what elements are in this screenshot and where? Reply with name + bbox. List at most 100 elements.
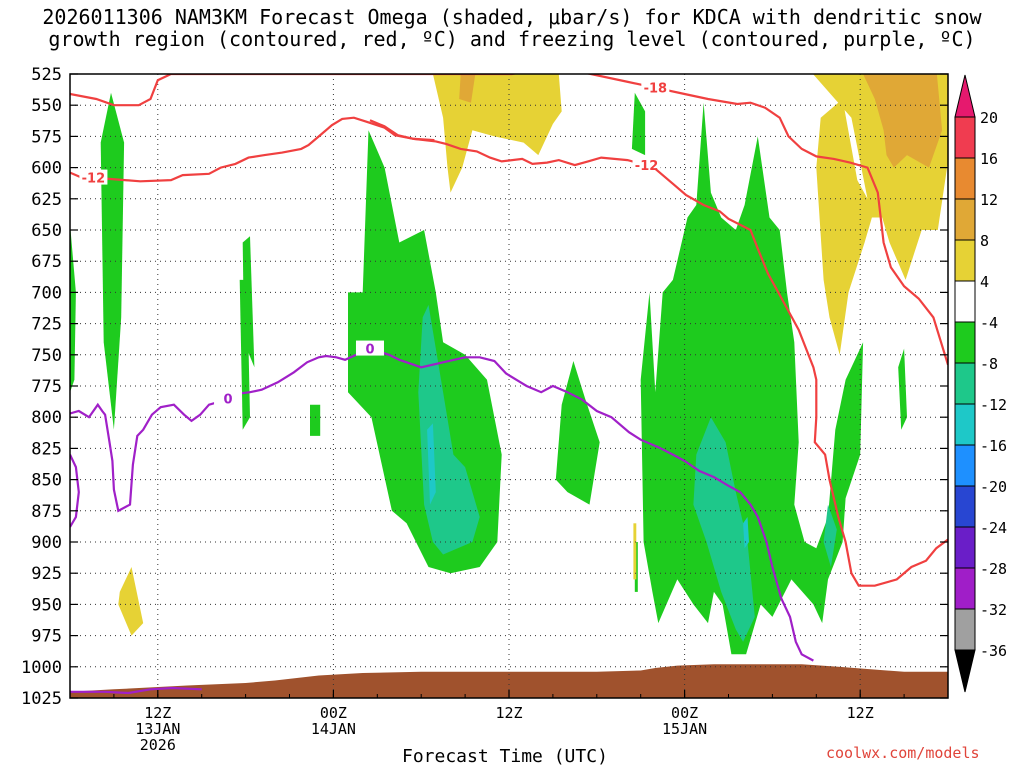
colorbar-tick--20: -20 [980, 478, 1007, 496]
y-tick-label-600: 600 [31, 159, 62, 179]
colorbar-bin-16-20 [954, 116, 976, 159]
y-tick-label-525: 525 [31, 65, 62, 85]
contour-label-bg-dgz-isotherm-minus-18-0 [641, 79, 670, 95]
y-tick-label-625: 625 [31, 190, 62, 210]
colorbar-tick--24: -24 [980, 519, 1007, 537]
colorbar-bin--16--12 [954, 403, 976, 446]
colorbar-tick-12: 12 [980, 191, 998, 209]
y-tick-label-675: 675 [31, 252, 62, 272]
colorbar-tick-8: 8 [980, 232, 989, 250]
y-tick-label-800: 800 [31, 408, 62, 428]
x-tick-label-30-0: 12Z [495, 704, 522, 722]
colorbar-bin--8--4 [954, 321, 976, 364]
region-terrain [70, 664, 948, 698]
colorbar-bin-12-16 [954, 157, 976, 200]
contour-dgz-isotherm-minus-12 [70, 116, 656, 183]
y-tick-label-1000: 1000 [21, 658, 62, 678]
contour-freezing-level-0c-surface [70, 686, 202, 695]
title-line-1: 2026011306 NAM3KM Forecast Omega (shaded… [42, 5, 982, 29]
colorbar-tick-16: 16 [980, 150, 998, 168]
colorbar-bin--24--20 [954, 485, 976, 528]
contour-label-dgz-isotherm-minus-12-0: -12 [82, 172, 106, 187]
colorbar-bin-8-12 [954, 198, 976, 241]
colorbar-tick--12: -12 [980, 396, 1007, 414]
y-tick-label-850: 850 [31, 471, 62, 491]
colorbar-bin-4-8 [954, 239, 976, 282]
region-upward-omega-band-11 [898, 348, 907, 430]
colorbar-tick-4: 4 [980, 273, 989, 291]
region-upward-omega-band-7 [555, 361, 600, 505]
region-downward-omega-band-5 [459, 74, 476, 103]
x-tick-label-54-0: 12Z [847, 704, 874, 722]
x-tick-label-42-1: 15JAN [662, 720, 707, 738]
contour-dgz-isotherm-lower [654, 167, 948, 587]
x-tick-label-6-2: 2026 [140, 736, 176, 754]
region-upward-omega-band-15 [427, 423, 436, 505]
region-upward-omega-band-4 [242, 236, 255, 368]
title-line-2: growth region (contoured, red, ºC) and f… [48, 27, 976, 51]
y-tick-label-550: 550 [31, 96, 62, 116]
colorbar-bin--32--28 [954, 567, 976, 610]
colorbar-top-arrow [954, 74, 976, 118]
contour-label-bg-freezing-level-0c-0 [214, 390, 243, 406]
chart-title: 2026011306 NAM3KM Forecast Omega (shaded… [0, 6, 1024, 50]
contour-label-bg-dgz-isotherm-minus-12-1 [632, 157, 661, 173]
contour-dgz-isotherm-minus-18 [70, 74, 948, 366]
region-upward-omega-band-14 [823, 504, 837, 567]
contour-freezing-level-0c-left [70, 454, 80, 528]
contour-label-dgz-isotherm-minus-18-0: -18 [644, 82, 668, 97]
colorbar-bin--36--32 [954, 608, 976, 651]
colorbar-tick--36: -36 [980, 642, 1007, 660]
region-upward-omega-band-16 [743, 517, 749, 549]
colorbar-bottom-arrow [954, 649, 976, 693]
contour-layer: -12 -12 -18 0 0 [70, 74, 948, 695]
y-tick-label-725: 725 [31, 315, 62, 335]
contour-label-freezing-level-0c-1: 0 [365, 343, 374, 358]
region-upward-omega-band-1 [70, 223, 76, 393]
y-tick-label-900: 900 [31, 533, 62, 553]
y-tick-label-775: 775 [31, 377, 62, 397]
colorbar-tick--32: -32 [980, 601, 1007, 619]
contour-label-bg-freezing-level-0c-1 [355, 340, 384, 356]
y-tick-label-575: 575 [31, 127, 62, 147]
region-upward-omega-band-10 [640, 102, 864, 655]
y-tick-label-975: 975 [31, 627, 62, 647]
x-tick-label-18-0: 00Z [320, 704, 347, 722]
colorbar-tick-20: 20 [980, 109, 998, 127]
x-axis-label: Forecast Time (UTC) [402, 746, 608, 767]
y-tick-label-825: 825 [31, 439, 62, 459]
colorbar-bin--12--8 [954, 362, 976, 405]
x-tick-label-18-1: 14JAN [311, 720, 356, 738]
contour-label-freezing-level-0c-0: 0 [224, 392, 233, 407]
x-tick-label-6-0: 12Z [144, 704, 171, 722]
grid-layer [70, 74, 948, 698]
contour-label-bg-dgz-isotherm-minus-12-0 [79, 169, 108, 185]
x-tick-label-42-0: 00Z [671, 704, 698, 722]
y-tick-label-925: 925 [31, 564, 62, 584]
y-tick-label-875: 875 [31, 502, 62, 522]
axes-layer: 525 550 575 600 625 650 675 700 725 750 775 800 825 8… [21, 65, 949, 754]
region-downward-omega-band-3 [432, 74, 562, 193]
colorbar-bin--4-4 [954, 280, 976, 323]
y-tick-label-700: 700 [31, 283, 62, 303]
contour-dgz-isotherm-minus-12-upper [369, 119, 435, 142]
region-downward-omega-band-6 [863, 74, 943, 168]
y-tick-label-950: 950 [31, 595, 62, 615]
colorbar-bin--28--24 [954, 526, 976, 569]
region-upward-omega-band-13 [693, 417, 755, 642]
colorbar-bin--20--16 [954, 444, 976, 487]
colorbar-tick--4: -4 [980, 314, 998, 332]
y-tick-label-650: 650 [31, 221, 62, 241]
colorbar-tick--16: -16 [980, 437, 1007, 455]
x-tick-label-6-1: 13JAN [135, 720, 180, 738]
region-upward-omega-band-5 [310, 404, 321, 436]
y-tick-label-1025: 1025 [21, 689, 62, 709]
site-watermark: coolwx.com/models [826, 744, 980, 762]
y-tick-label-750: 750 [31, 346, 62, 366]
contour-label-dgz-isotherm-minus-12-1: -12 [635, 159, 659, 174]
colorbar-tick--8: -8 [980, 355, 998, 373]
region-downward-omega-band-1 [118, 567, 144, 636]
colorbar: 20 16 12 8 4 -4 -8 -12 -16 -20 -24 -28 -32 -36 [954, 74, 1007, 693]
region-downward-omega-band-2 [633, 523, 637, 580]
